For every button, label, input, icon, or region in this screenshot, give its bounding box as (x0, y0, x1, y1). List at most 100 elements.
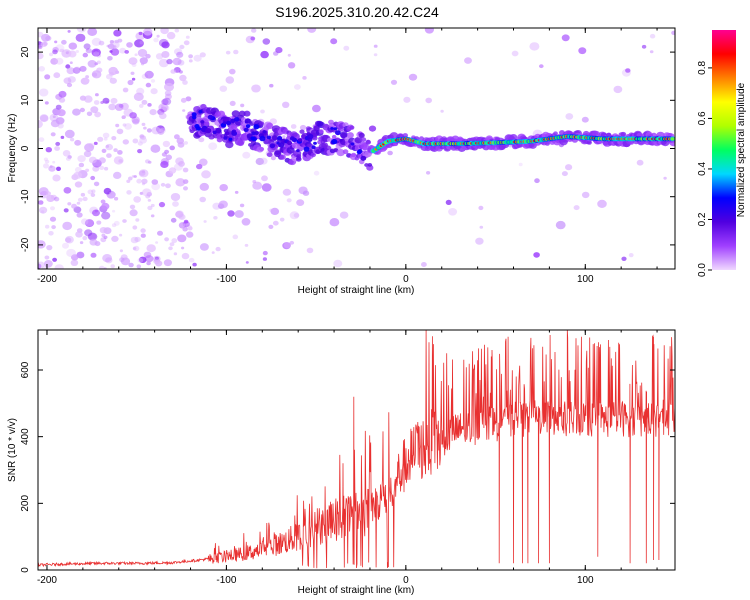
spectrogram-blob (179, 44, 185, 50)
spectrogram-blob (182, 226, 188, 232)
spectrogram-blob (145, 82, 152, 88)
spectrogram-blob (200, 120, 205, 124)
spectrogram-blob (143, 28, 153, 36)
spectrogram-blob (129, 204, 136, 210)
spectrogram-blob (663, 176, 667, 180)
spectrogram-blob (272, 220, 279, 226)
spectrogram-blob (55, 141, 61, 146)
spectrogram-blob (613, 85, 623, 94)
spectrogram-blob (38, 137, 45, 143)
spectrogram-blob (245, 124, 251, 129)
spectrogram-blob (208, 142, 218, 150)
spectrogram-blob (96, 220, 102, 225)
spectrogram-blob (289, 136, 295, 141)
spectrogram-blob (175, 178, 186, 187)
spectrogram-blob (84, 143, 95, 152)
spectrogram-blob (128, 262, 134, 268)
spectrogram-blob (244, 118, 251, 124)
spectrogram-blob (188, 54, 194, 59)
spectrogram-blob (100, 199, 106, 204)
spectrogram-blob (146, 244, 156, 253)
spectrogram-blob (255, 157, 264, 166)
spectrogram-blob (48, 231, 54, 236)
spectrogram-blob (140, 233, 146, 238)
spectrogram-blob (671, 30, 675, 35)
spectrogram-blob (346, 132, 354, 139)
spectrogram-blob (38, 66, 45, 72)
spectrogram-x-tick-label: -200 (37, 274, 57, 285)
spectrogram-blob (211, 251, 215, 254)
spectrogram-blob (46, 245, 53, 251)
spectrogram-y-tick-label: 10 (20, 94, 31, 106)
spectrogram-marks (38, 28, 675, 269)
spectrogram-blob (101, 202, 110, 210)
spectrogram-blob (185, 35, 190, 39)
spectrogram-blob (82, 196, 88, 202)
spectrogram-blob (330, 126, 334, 130)
spectrogram-blob (408, 73, 418, 81)
spectrogram-blob (43, 163, 49, 169)
spectrogram-blob (150, 79, 156, 83)
spectrogram-blob (159, 112, 167, 120)
spectrogram-blob (63, 77, 72, 84)
spectrogram-blob (243, 127, 249, 132)
spectrogram-blob (45, 224, 50, 229)
spectrogram-blob (133, 245, 140, 252)
spectrogram-blob (86, 111, 93, 117)
spectrogram-blob (74, 166, 82, 173)
spectrogram-blob (160, 104, 164, 108)
colorbar-tick-label: 0.6 (697, 111, 708, 125)
spectrogram-blob (101, 148, 107, 153)
spectrogram-blob (356, 150, 362, 155)
spectrogram-blob (192, 115, 197, 120)
spectrogram-blob (169, 242, 175, 247)
spectrogram-blob (105, 143, 113, 151)
spectrogram-blob (198, 137, 205, 143)
spectrogram-blob (174, 134, 180, 140)
spectrogram-blob (518, 162, 523, 167)
spectrogram-blob (147, 205, 153, 211)
spectrogram-blob (57, 123, 64, 129)
spectrogram-blob (365, 139, 371, 144)
spectrogram-blob (229, 68, 236, 75)
spectrogram-blob (130, 71, 135, 76)
spectrogram-blob (73, 66, 82, 74)
spectrogram-blob (250, 136, 255, 141)
spectrogram-blob (199, 52, 206, 58)
spectrogram-blob (68, 42, 78, 50)
spectrogram-blob (425, 97, 433, 104)
spectrogram-blob (330, 38, 338, 45)
spectrogram-blob (63, 187, 72, 194)
spectrogram-blob (98, 265, 105, 269)
spectrogram-blob (110, 97, 118, 104)
spectrogram-blob (303, 146, 310, 152)
spectrogram-blob (150, 144, 161, 153)
spectrogram-blob (172, 57, 182, 66)
spectrogram-blob (270, 155, 276, 161)
spectrogram-blob (199, 158, 208, 166)
spectrogram-blob (424, 28, 434, 34)
spectrogram-blob (403, 96, 411, 103)
spectrogram-blob (227, 210, 235, 217)
spectrogram-blob (75, 50, 80, 53)
spectrogram-blob (84, 219, 95, 228)
spectrogram-blob (53, 196, 60, 202)
spectrogram-blob (84, 95, 93, 103)
spectrogram-blob (581, 191, 590, 199)
spectrogram-blob (339, 211, 349, 219)
spectrogram-blob (127, 79, 134, 86)
spectrogram-blob (445, 199, 452, 205)
spectrogram-blob (266, 152, 273, 158)
spectrogram-blob (84, 78, 90, 83)
spectrogram-blob (529, 42, 540, 51)
spectrogram-blob (53, 72, 61, 79)
spectrogram-blob (166, 58, 173, 65)
spectrogram-blob (108, 103, 117, 111)
spectrogram-blob (440, 109, 444, 113)
spectrogram-blob (181, 246, 185, 250)
spectrogram-blob (52, 174, 61, 182)
spectrogram-blob (651, 132, 657, 138)
spectrogram-blob (91, 37, 102, 47)
spectrogram-blob (100, 237, 107, 243)
spectrogram-blob (625, 68, 631, 73)
